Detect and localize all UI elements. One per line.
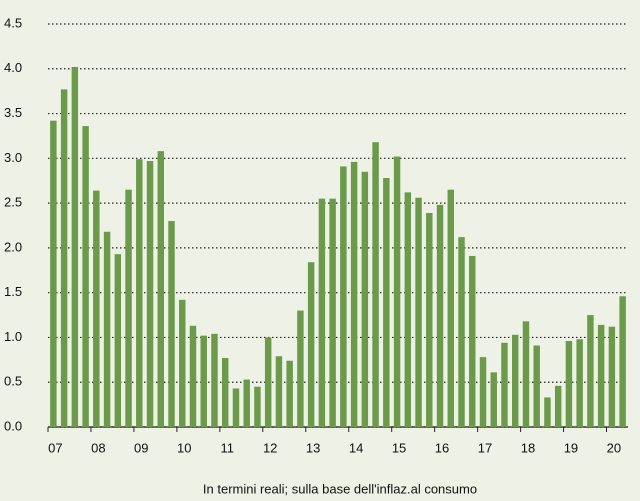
y-tick-label: 4.0 (4, 60, 22, 75)
x-tick-label: 15 (392, 440, 406, 455)
bar (619, 296, 626, 427)
bar (50, 120, 57, 427)
bar (501, 342, 508, 427)
bar (361, 171, 369, 427)
bar (211, 333, 218, 427)
x-tick-label: 09 (134, 440, 148, 455)
bar (318, 198, 326, 427)
x-tick-label: 11 (220, 440, 234, 455)
bar (60, 89, 68, 428)
y-tick-label: 0.0 (4, 418, 22, 433)
bar (286, 360, 293, 427)
bar (307, 262, 315, 427)
y-tick-label: 2.5 (4, 195, 22, 210)
bar (597, 324, 605, 427)
bar (554, 385, 562, 427)
x-tick-label: 17 (478, 440, 492, 455)
y-tick-label: 4.5 (4, 15, 22, 30)
bar (232, 388, 240, 427)
x-tick-label: 14 (349, 440, 363, 455)
bar (383, 178, 390, 427)
bar (587, 315, 594, 427)
y-tick-label: 0.5 (4, 374, 22, 389)
bar (125, 189, 132, 427)
x-tick-label: 08 (91, 440, 105, 455)
bar (415, 197, 422, 427)
bar (426, 212, 433, 427)
bar (479, 357, 487, 427)
bar (458, 237, 465, 427)
bar (82, 126, 89, 428)
bar (146, 161, 154, 427)
bar (275, 356, 283, 427)
y-tick-label: 2.0 (4, 239, 22, 254)
bar (490, 372, 497, 427)
bar (522, 321, 530, 427)
x-tick-label: 18 (521, 440, 535, 455)
bar (264, 337, 272, 427)
bar (93, 190, 100, 427)
bar (179, 299, 186, 427)
bar (544, 397, 551, 427)
bar (222, 358, 229, 427)
chart-caption: In termini reali; sulla base dell'inflaz… (203, 481, 477, 496)
y-tick-label: 1.5 (4, 284, 22, 299)
bar (608, 326, 616, 427)
bar (254, 386, 261, 427)
x-tick-label: 07 (48, 440, 62, 455)
bar (297, 310, 304, 427)
x-tick-label: 13 (306, 440, 320, 455)
bar (447, 189, 454, 427)
bar (404, 192, 412, 427)
bar (136, 159, 143, 427)
bar (565, 341, 573, 427)
x-tick-label: 20 (607, 440, 621, 455)
bar (533, 345, 540, 427)
bar (243, 379, 250, 427)
bar (340, 166, 347, 428)
bar (157, 151, 164, 427)
bar (71, 66, 79, 427)
bar (469, 255, 476, 427)
y-tick-label: 3.5 (4, 105, 22, 120)
bar (114, 254, 122, 427)
x-tick-label: 16 (435, 440, 449, 455)
bar (350, 161, 358, 427)
bar (200, 335, 207, 427)
bar (512, 334, 519, 427)
bar (436, 204, 444, 427)
bar (103, 231, 111, 427)
bar (168, 221, 175, 427)
bar (576, 339, 583, 427)
bar (393, 156, 401, 427)
bar (189, 325, 197, 427)
y-tick-label: 3.0 (4, 150, 22, 165)
x-tick-label: 19 (564, 440, 578, 455)
y-tick-label: 1.0 (4, 329, 22, 344)
x-tick-label: 10 (177, 440, 191, 455)
bar (329, 198, 336, 427)
bar (372, 142, 379, 428)
x-tick-label: 12 (263, 440, 277, 455)
